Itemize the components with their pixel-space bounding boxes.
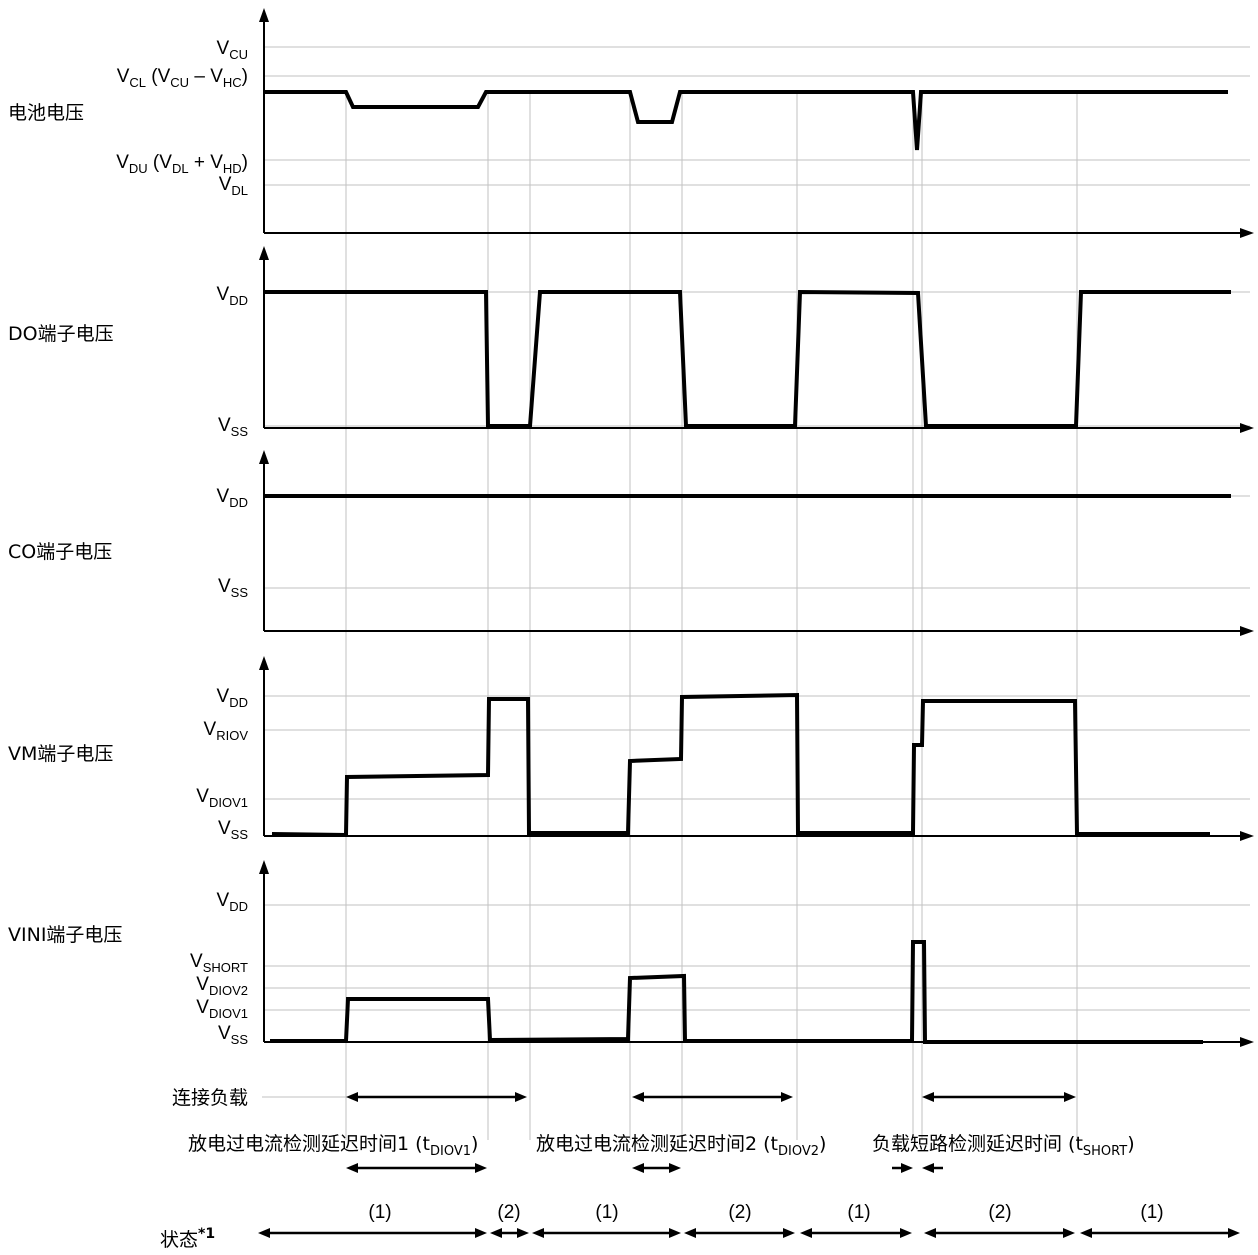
state-number: (1) (1140, 1202, 1163, 1223)
level-vdd: VDD (217, 284, 248, 308)
vini-voltage-panel: VDD VSHORT VDIOV2 VDIOV1 VSS VINI端子电压 (8, 860, 1254, 1047)
delay-time-row: 放电过电流检测延迟时间1 (tDIOV1) 放电过电流检测延迟时间2 (tDIO… (188, 1133, 1135, 1173)
level-vss: VSS (218, 1023, 248, 1047)
state-number: (1) (847, 1202, 870, 1223)
level-vdiov1: VDIOV1 (196, 786, 248, 810)
delay-label-diov2: 放电过电流检测延迟时间2 (tDIOV2) (536, 1133, 826, 1159)
load-interval-arrow (922, 1092, 1076, 1102)
level-vdu: VDU (VDL + VHD) (116, 152, 248, 176)
delay-interval-arrow (632, 1163, 681, 1173)
vini-voltage-title: VINI端子电压 (8, 924, 122, 946)
time-marker-lines (345, 90, 1078, 1140)
connect-load-row: 连接负载 (172, 1087, 1076, 1109)
level-vshort: VSHORT (190, 951, 248, 975)
state-interval-arrow (1080, 1228, 1240, 1238)
delay-label-short: 负载短路检测延迟时间 (tSHORT) (872, 1133, 1135, 1159)
level-vriov: VRIOV (204, 719, 249, 743)
state-number: (1) (595, 1202, 618, 1223)
delay-label-diov1: 放电过电流检测延迟时间1 (tDIOV1) (188, 1133, 478, 1159)
battery-voltage-panel: VCU VCL (VCU – VHC) VDU (VDL + VHD) VDL … (8, 8, 1254, 238)
state-interval-arrow (800, 1228, 912, 1238)
co-voltage-title: CO端子电压 (8, 541, 112, 563)
state-interval-arrow (490, 1228, 529, 1238)
co-voltage-panel: VDD VSS CO端子电压 (8, 450, 1254, 636)
level-vdd: VDD (217, 486, 248, 510)
vm-voltage-waveform (271, 692, 1210, 838)
state-number: (2) (988, 1202, 1011, 1223)
state-interval-arrow (258, 1228, 487, 1238)
level-vdl: VDL (219, 174, 248, 198)
battery-voltage-title: 电池电压 (8, 102, 84, 124)
delay-interval-arrow (346, 1163, 487, 1173)
vini-voltage-waveform (270, 940, 1203, 1044)
level-vdiov1: VDIOV1 (196, 997, 248, 1021)
state-row: 状态*1 (1) (2) (1) (2) (1) (2) (1) (160, 1202, 1240, 1251)
state-interval-arrow (684, 1228, 795, 1238)
delay-interval-arrow (892, 1163, 943, 1173)
state-label: 状态*1 (160, 1226, 215, 1251)
connect-load-label: 连接负载 (172, 1087, 248, 1109)
do-voltage-title: DO端子电压 (8, 323, 114, 345)
level-vdd: VDD (217, 686, 248, 710)
do-voltage-waveform (264, 289, 1231, 428)
vm-voltage-title: VM端子电压 (8, 743, 113, 765)
level-vdd: VDD (217, 890, 248, 914)
do-voltage-panel: VDD VSS DO端子电压 (8, 246, 1254, 439)
level-vcl: VCL (VCU – VHC) (117, 66, 248, 90)
level-vcu: VCU (217, 38, 248, 62)
load-interval-arrow (346, 1092, 527, 1102)
level-vss: VSS (218, 576, 248, 600)
state-number: (2) (497, 1202, 520, 1223)
state-interval-arrow (924, 1228, 1075, 1238)
level-vdiov2: VDIOV2 (196, 974, 248, 998)
state-number: (1) (368, 1202, 391, 1223)
state-number: (2) (728, 1202, 751, 1223)
level-vss: VSS (218, 415, 248, 439)
battery-voltage-waveform (264, 90, 1228, 151)
level-vss: VSS (218, 818, 248, 842)
load-interval-arrow (632, 1092, 793, 1102)
vm-voltage-panel: VDD VRIOV VDIOV1 VSS VM端子电压 (8, 656, 1254, 842)
state-interval-arrow (532, 1228, 681, 1238)
